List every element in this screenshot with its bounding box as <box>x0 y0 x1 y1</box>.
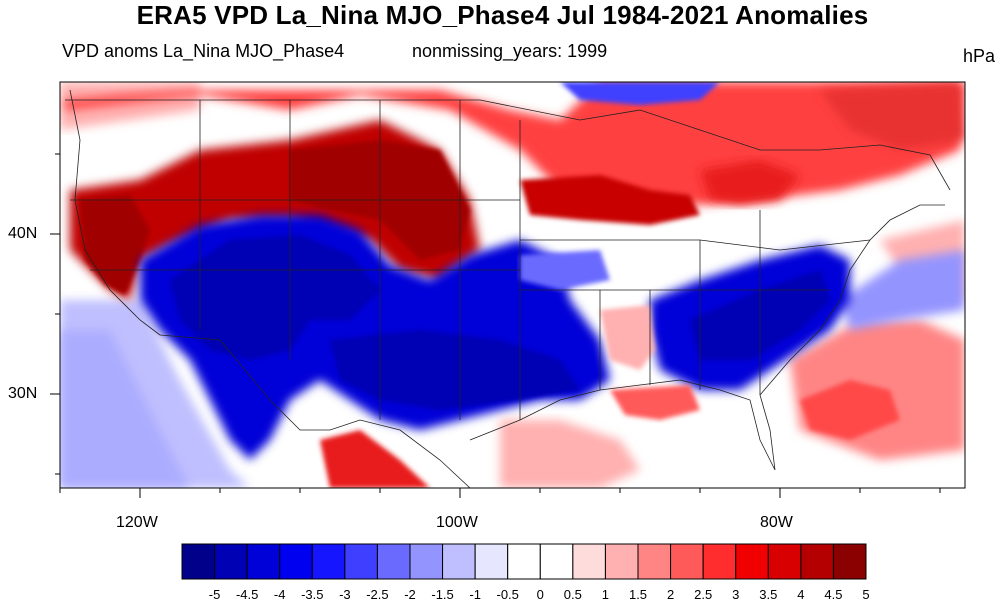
axis-ticks <box>50 153 941 498</box>
colorbar-tick-label: 5 <box>862 587 870 602</box>
colorbar-swatch <box>279 543 313 580</box>
lon-label-80w: 80W <box>760 514 793 531</box>
left-subtitle: VPD anoms La_Nina MJO_Phase4 <box>62 41 345 61</box>
colorbar-swatch <box>246 543 281 580</box>
colorbar-swatch <box>344 543 378 580</box>
colorbar-tick-label: -1.5 <box>431 587 454 602</box>
map-frame <box>59 81 966 489</box>
colorbar-swatch <box>637 543 672 580</box>
chart-title: ERA5 VPD La_Nina MJO_Phase4 Jul 1984-202… <box>136 0 869 30</box>
colorbar-swatch <box>409 543 444 580</box>
lon-label-120w: 120W <box>116 514 158 531</box>
colorbar-swatch <box>670 543 704 580</box>
colorbar-tick-label: -4 <box>273 587 286 602</box>
colorbar-swatch <box>604 543 639 580</box>
colorbar-tick-label: -0.5 <box>496 587 519 602</box>
lon-label-100w: 100W <box>436 514 478 531</box>
colorbar-tick-label: 2 <box>666 587 675 602</box>
colorbar-swatch <box>735 543 769 580</box>
lat-label-40n: 40N <box>8 225 38 242</box>
map-boundaries <box>65 89 951 488</box>
colorbar-tick-label: 0.5 <box>563 587 582 602</box>
colorbar-swatch <box>507 543 541 580</box>
colorbar-swatch <box>572 543 606 580</box>
colorbar-tick-label: -3 <box>339 587 351 602</box>
colorbar-swatch <box>442 543 476 580</box>
colorbar-tick-label: -2.5 <box>366 587 389 602</box>
colorbar-tick-label: 4 <box>797 587 805 602</box>
colorbar-swatch <box>181 543 216 580</box>
colorbar-swatch <box>214 543 248 580</box>
mexico-positive <box>320 430 430 488</box>
colorbar-swatch <box>474 543 509 580</box>
colorbar-tick-label: 3.5 <box>759 587 778 602</box>
center-subtitle: nonmissing_years: 1999 <box>412 41 608 61</box>
colorbar-tick-label: 3 <box>732 587 740 602</box>
colorbar-tick-label: 1 <box>601 587 610 602</box>
colorbar-tick-label: -4.5 <box>235 587 259 602</box>
colorbar-tick-label: 2.5 <box>694 587 713 602</box>
west-coastline <box>69 89 161 336</box>
colorbar-swatch <box>767 543 802 580</box>
colorbar-swatch <box>800 543 834 580</box>
colorbar-swatch <box>311 543 346 580</box>
colorbar-tick-label: -5 <box>208 587 221 602</box>
colorbar-tick-label: 0 <box>536 587 544 602</box>
colorbar-swatch <box>702 543 737 580</box>
colorbar-tick-label: 1.5 <box>628 587 648 602</box>
lat-label-30n: 30N <box>8 385 38 402</box>
colorbar-tick-label: 4.5 <box>824 587 843 602</box>
colorbar-tick-label: -1 <box>469 587 481 602</box>
colorbar-swatch <box>832 543 867 580</box>
colorbar-tick-label: -2 <box>404 587 416 602</box>
colorbar-swatch <box>539 543 574 580</box>
colorbar-tick-label: -3.5 <box>301 587 324 602</box>
units-label: hPa <box>962 46 995 66</box>
colorbar-swatch <box>376 543 411 580</box>
